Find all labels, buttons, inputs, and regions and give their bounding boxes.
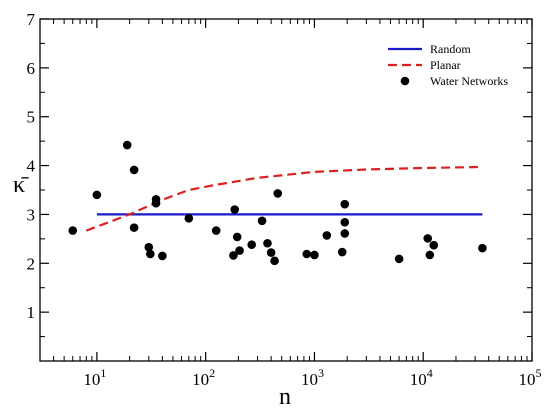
data-point (229, 251, 238, 260)
data-point (232, 232, 242, 242)
data-point (257, 216, 267, 226)
axes-layer: 1 2 3 4 5 6 7 101 102 103 104 105 (27, 10, 542, 389)
data-point (230, 205, 240, 214)
x-tick-label: 104 (410, 366, 433, 389)
y-tick-label: 7 (27, 10, 36, 29)
data-point (129, 223, 139, 232)
legend-label: Water Networks (430, 74, 508, 88)
data-point (158, 251, 167, 261)
data-point (92, 190, 102, 200)
data-point (340, 199, 350, 209)
y-tick-label: 5 (27, 108, 36, 127)
x-tick-label: 102 (192, 366, 215, 389)
x-axis-label: n (279, 384, 291, 410)
data-point (429, 240, 439, 250)
data-point (337, 247, 347, 257)
y-tick-label: 4 (27, 157, 36, 176)
data-point (211, 226, 221, 235)
data-point (310, 250, 319, 260)
data-point (270, 256, 279, 266)
series-layer (68, 140, 487, 266)
data-point (478, 243, 487, 253)
legend-swatch (400, 76, 410, 86)
legend: Random Planar Water Networks (388, 42, 508, 88)
x-tick-label: 105 (519, 366, 542, 389)
x-tick-label: 103 (301, 366, 324, 389)
data-point (144, 242, 154, 252)
data-point (122, 140, 132, 150)
data-point (423, 234, 433, 243)
data-point (184, 214, 194, 223)
y-tick-label: 2 (27, 254, 36, 273)
data-point (247, 240, 256, 250)
data-point (266, 248, 276, 257)
data-point (151, 198, 161, 208)
series-line-planar (85, 165, 483, 232)
data-point (235, 246, 244, 255)
data-point (340, 229, 350, 238)
data-point (425, 250, 435, 260)
data-point (129, 165, 139, 175)
legend-label: Random (430, 42, 471, 56)
data-point (394, 254, 404, 264)
x-tick-label: 101 (83, 366, 106, 389)
y-axis-label: κ̄ (13, 172, 29, 198)
data-point (322, 231, 332, 240)
y-tick-label: 6 (27, 59, 36, 78)
y-tick-label: 3 (27, 205, 36, 224)
y-tick-label: 1 (27, 303, 36, 322)
data-point (68, 226, 78, 235)
data-point (263, 238, 272, 248)
data-point (146, 249, 155, 259)
data-point (273, 189, 283, 198)
data-point (340, 217, 350, 227)
data-point (302, 249, 312, 259)
legend-label: Planar (430, 58, 461, 72)
